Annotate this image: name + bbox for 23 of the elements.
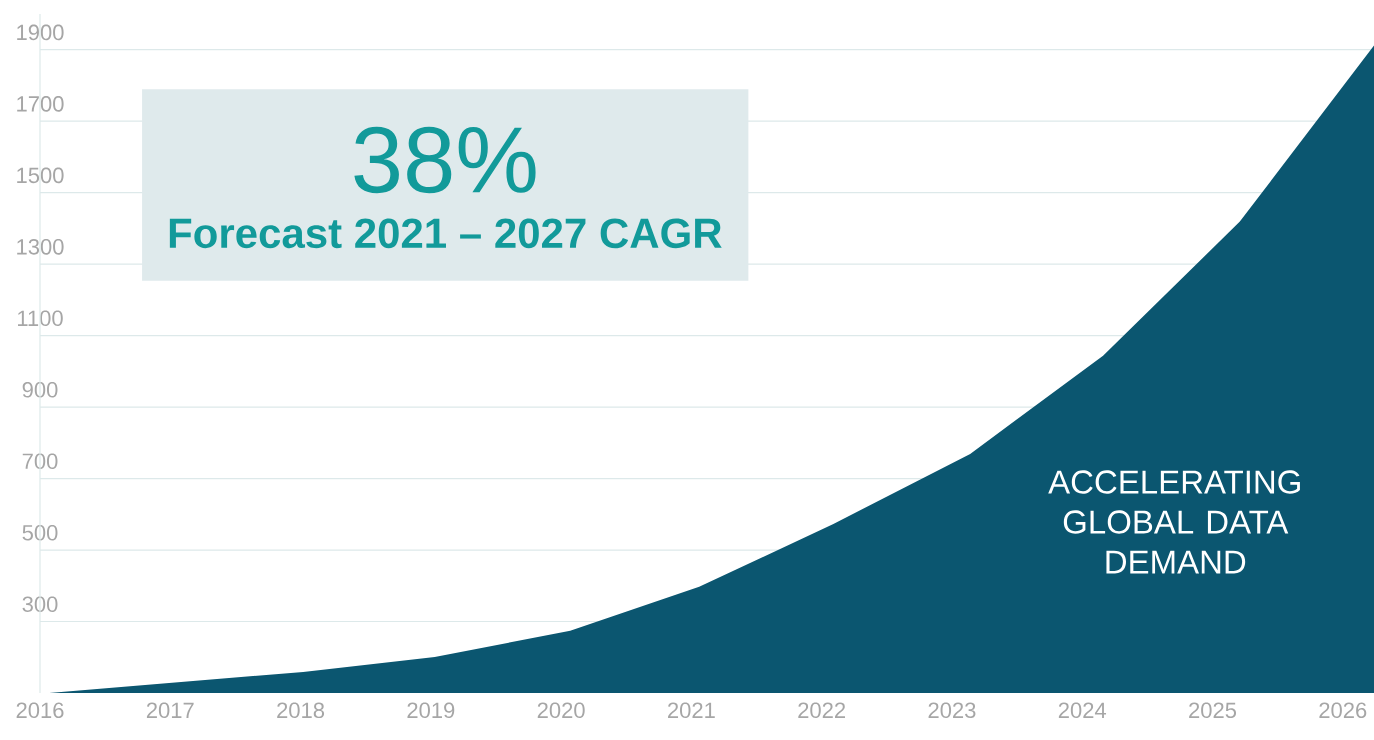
y-tick-label: 900 (22, 382, 58, 398)
x-tick-label: 2019 (407, 702, 455, 719)
y-tick-label: 1300 (17, 239, 64, 255)
x-tick-label: 2024 (1058, 702, 1107, 719)
annotation: 38% (354, 126, 536, 194)
x-tick-label: 2026 (1319, 702, 1367, 719)
y-tick-label: 1900 (17, 24, 64, 41)
y-tick-label: 700 (22, 453, 58, 470)
y-tick-label: 1500 (17, 167, 64, 184)
x-tick-label: 2017 (146, 702, 194, 719)
x-tick-label: 2016 (16, 702, 64, 719)
x-tick-label: 2022 (798, 702, 846, 719)
x-tick-label: 2021 (668, 702, 715, 719)
annotation: Forecast 2021 – 2027 CAGR (169, 218, 722, 249)
annotation: ACCELERATING GLOBAL DATA DEMAND (1048, 470, 1300, 574)
x-tick-label: 2020 (537, 702, 585, 719)
x-tick-label: 2018 (277, 702, 325, 719)
x-tick-label: 2025 (1189, 702, 1237, 719)
y-tick-label: 1700 (17, 96, 64, 112)
y-tick-label: 1100 (18, 310, 63, 327)
x-tick-label: 2023 (928, 702, 976, 719)
y-tick-label: 500 (22, 524, 58, 541)
y-tick-label: 300 (22, 596, 58, 613)
